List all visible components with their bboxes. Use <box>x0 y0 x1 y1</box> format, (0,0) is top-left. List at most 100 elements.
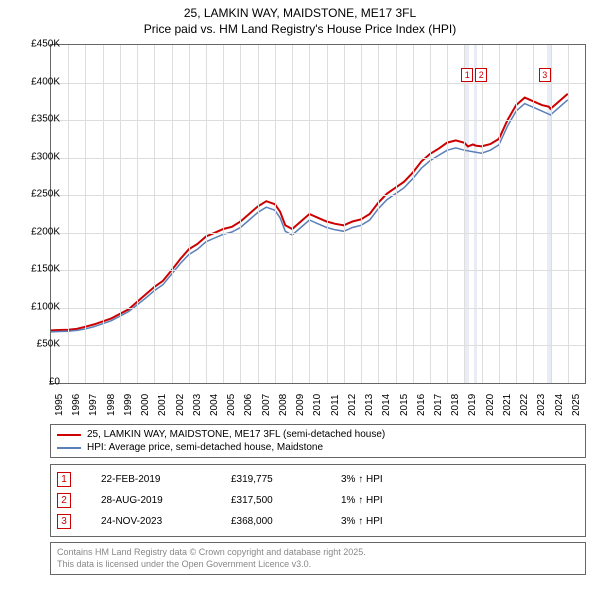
chart-container: 25, LAMKIN WAY, MAIDSTONE, ME17 3FL Pric… <box>0 0 600 590</box>
y-axis-label: £350K <box>12 114 60 125</box>
x-axis-label: 2003 <box>192 394 203 416</box>
x-axis-label: 2009 <box>295 394 306 416</box>
x-axis-label: 2011 <box>330 394 341 416</box>
x-axis-label: 2000 <box>140 394 151 416</box>
y-axis-label: £0 <box>12 377 60 388</box>
x-axis-label: 2010 <box>312 394 323 416</box>
gridline-v <box>68 45 69 383</box>
sales-table: 122-FEB-2019£319,7753% ↑ HPI228-AUG-2019… <box>50 464 586 537</box>
gridline-v <box>103 45 104 383</box>
gridline-v <box>137 45 138 383</box>
sale-price: £319,775 <box>231 474 341 485</box>
legend-label: HPI: Average price, semi-detached house,… <box>87 442 323 453</box>
gridline-v <box>430 45 431 383</box>
sale-delta: 3% ↑ HPI <box>341 516 461 527</box>
gridline-v <box>258 45 259 383</box>
x-axis-label: 1998 <box>106 394 117 416</box>
footer-attribution: Contains HM Land Registry data © Crown c… <box>50 542 586 575</box>
y-axis-label: £400K <box>12 76 60 87</box>
x-axis-label: 1999 <box>123 394 134 416</box>
legend-swatch <box>57 447 81 449</box>
gridline-v <box>327 45 328 383</box>
gridline-v <box>396 45 397 383</box>
sale-date: 24-NOV-2023 <box>101 516 231 527</box>
y-axis-label: £300K <box>12 151 60 162</box>
chart-title: 25, LAMKIN WAY, MAIDSTONE, ME17 3FL Pric… <box>0 0 600 39</box>
x-axis-label: 2023 <box>536 394 547 416</box>
x-axis-label: 1996 <box>71 394 82 416</box>
gridline-v <box>189 45 190 383</box>
gridline-v <box>516 45 517 383</box>
x-axis-label: 2018 <box>450 394 461 416</box>
gridline-h <box>51 83 585 84</box>
sale-row: 2 28-AUG-2019£317,5001% ↑ HPI <box>57 490 579 511</box>
gridline-v <box>361 45 362 383</box>
sale-index-marker: 1 <box>57 472 71 487</box>
x-axis-label: 2017 <box>433 394 444 416</box>
legend-item: 25, LAMKIN WAY, MAIDSTONE, ME17 3FL (sem… <box>57 428 579 441</box>
legend-label: 25, LAMKIN WAY, MAIDSTONE, ME17 3FL (sem… <box>87 429 385 440</box>
gridline-v <box>344 45 345 383</box>
sale-date: 28-AUG-2019 <box>101 495 231 506</box>
x-axis-label: 2025 <box>571 394 582 416</box>
y-axis-label: £450K <box>12 39 60 50</box>
x-axis-label: 2019 <box>467 394 478 416</box>
gridline-h <box>51 270 585 271</box>
gridline-v <box>206 45 207 383</box>
gridline-h <box>51 120 585 121</box>
x-axis-label: 2024 <box>554 394 565 416</box>
x-axis-label: 2022 <box>519 394 530 416</box>
sale-delta: 1% ↑ HPI <box>341 495 461 506</box>
gridline-v <box>533 45 534 383</box>
gridline-h <box>51 158 585 159</box>
gridline-v <box>309 45 310 383</box>
gridline-v <box>240 45 241 383</box>
sale-price: £317,500 <box>231 495 341 506</box>
gridline-v <box>447 45 448 383</box>
x-axis-label: 1995 <box>54 394 65 416</box>
y-axis-label: £250K <box>12 189 60 200</box>
gridline-v <box>482 45 483 383</box>
gridline-h <box>51 195 585 196</box>
gridline-v <box>292 45 293 383</box>
x-axis-label: 2015 <box>399 394 410 416</box>
x-axis-label: 1997 <box>88 394 99 416</box>
sale-marker-label: 3 <box>539 68 551 82</box>
sale-row: 324-NOV-2023£368,0003% ↑ HPI <box>57 511 579 532</box>
y-axis-label: £150K <box>12 264 60 275</box>
gridline-v <box>499 45 500 383</box>
x-axis-label: 2016 <box>416 394 427 416</box>
gridline-h <box>51 308 585 309</box>
gridline-v <box>120 45 121 383</box>
x-axis-label: 2012 <box>347 394 358 416</box>
x-axis-label: 2008 <box>278 394 289 416</box>
title-line-2: Price paid vs. HM Land Registry's House … <box>10 22 590 38</box>
legend-swatch <box>57 434 81 436</box>
sale-index-marker: 2 <box>57 493 71 508</box>
gridline-v <box>378 45 379 383</box>
plot-area: 123 <box>50 44 586 384</box>
footer-line-1: Contains HM Land Registry data © Crown c… <box>57 547 579 559</box>
gridline-v <box>275 45 276 383</box>
x-axis-label: 2007 <box>261 394 272 416</box>
legend-item: HPI: Average price, semi-detached house,… <box>57 441 579 454</box>
x-axis-label: 2020 <box>485 394 496 416</box>
gridline-v <box>223 45 224 383</box>
x-axis-label: 2013 <box>364 394 375 416</box>
gridline-h <box>51 233 585 234</box>
x-axis-label: 2021 <box>502 394 513 416</box>
gridline-v <box>85 45 86 383</box>
footer-line-2: This data is licensed under the Open Gov… <box>57 559 579 571</box>
x-axis-label: 2005 <box>226 394 237 416</box>
y-axis-label: £100K <box>12 301 60 312</box>
gridline-v <box>464 45 465 383</box>
sale-date: 22-FEB-2019 <box>101 474 231 485</box>
sale-marker-label: 1 <box>461 68 473 82</box>
y-axis-label: £200K <box>12 226 60 237</box>
plot-svg <box>51 45 585 383</box>
gridline-v <box>154 45 155 383</box>
title-line-1: 25, LAMKIN WAY, MAIDSTONE, ME17 3FL <box>10 6 590 22</box>
x-axis-label: 2002 <box>175 394 186 416</box>
sale-delta: 3% ↑ HPI <box>341 474 461 485</box>
gridline-v <box>568 45 569 383</box>
